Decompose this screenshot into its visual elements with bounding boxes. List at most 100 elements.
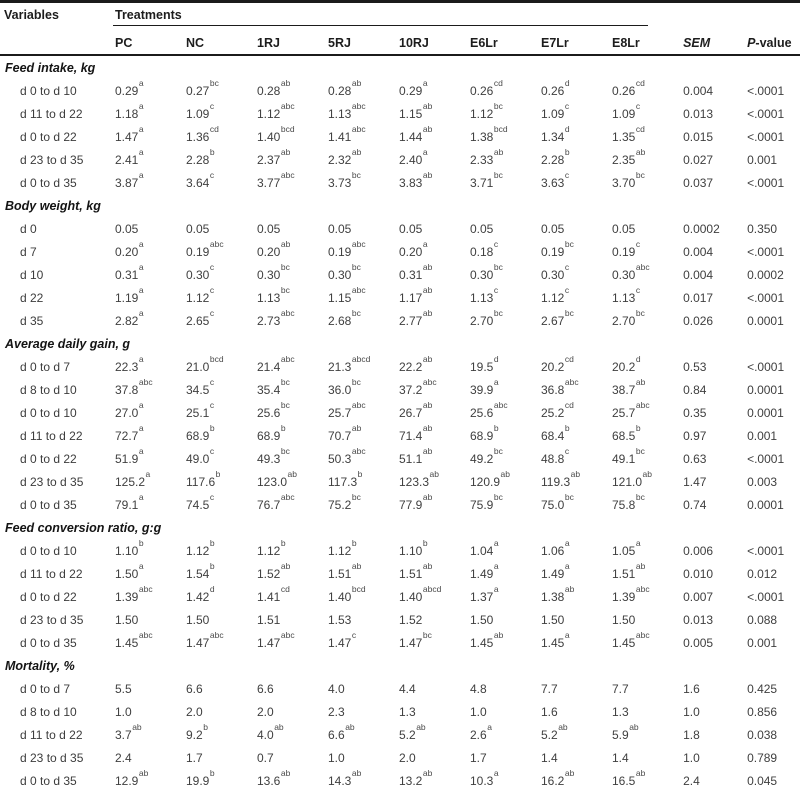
value-cell: 0.28ab xyxy=(328,79,362,98)
value-cell: 2.40a xyxy=(399,148,428,167)
value-cell: 4.8 xyxy=(470,681,487,696)
value-cell: 117.3b xyxy=(328,470,363,489)
value-cell: 1.51ab xyxy=(399,562,433,581)
value-cell: 0.30abc xyxy=(612,263,650,282)
section-row: Feed conversion ratio, g:g xyxy=(0,516,800,539)
value-cell: 5.2ab xyxy=(399,723,426,742)
sem-cell: 0.013 xyxy=(683,106,714,121)
value-cell: 125.2a xyxy=(115,470,151,489)
row-label: d 0 to d 22 xyxy=(20,129,77,144)
value-cell: 35.4bc xyxy=(257,378,290,397)
value-cell: 1.41cd xyxy=(257,585,290,604)
pvalue-cell: 0.012 xyxy=(747,566,778,581)
sem-cell: 0.74 xyxy=(683,497,707,512)
table-row: d 0 to d 22 51.9a 49.0c 49.3bc 50.3abc 51.1ab… xyxy=(0,447,800,470)
row-label: d 22 xyxy=(20,290,44,305)
row-label: d 11 to d 22 xyxy=(20,106,83,121)
value-cell: 68.9b xyxy=(257,424,286,443)
value-cell: 2.82a xyxy=(115,309,144,328)
table-row: d 8 to d 10 37.8abc 34.5c 35.4bc 36.0bc 37.2a… xyxy=(0,378,800,401)
table-row: d 11 to d 22 3.7ab 9.2b 4.0ab 6.6ab 5.2ab 2.6a… xyxy=(0,723,800,746)
row-label: d 7 xyxy=(20,244,37,259)
sem-cell: 0.005 xyxy=(683,635,714,650)
pvalue-cell: <.0001 xyxy=(747,175,785,190)
row-label: d 23 to d 35 xyxy=(20,474,84,489)
value-cell: 3.83ab xyxy=(399,171,433,190)
sem-cell: 0.017 xyxy=(683,290,714,305)
row-label: d 0 to d 10 xyxy=(20,405,77,420)
value-cell: 1.51ab xyxy=(612,562,646,581)
section-row: Average daily gain, g xyxy=(0,332,800,355)
value-cell: 38.7ab xyxy=(612,378,646,397)
value-cell: 121.0ab xyxy=(612,470,652,489)
value-cell: 72.7a xyxy=(115,424,144,443)
value-cell: 0.05 xyxy=(541,221,565,236)
value-cell: 1.50 xyxy=(115,612,139,627)
sem-cell: 2.4 xyxy=(683,773,700,788)
column-header-e8lr: E8Lr xyxy=(610,32,682,56)
row-label: d 23 to d 35 xyxy=(20,612,84,627)
value-cell: 3.64c xyxy=(186,171,215,190)
value-cell: 1.17ab xyxy=(399,286,433,305)
value-cell: 48.8c xyxy=(541,447,570,466)
value-cell: 25.6bc xyxy=(257,401,290,420)
value-cell: 75.9bc xyxy=(470,493,503,512)
value-cell: 13.6ab xyxy=(257,769,291,788)
pvalue-cell: 0.001 xyxy=(747,152,778,167)
value-cell: 1.12c xyxy=(541,286,570,305)
value-cell: 1.40bcd xyxy=(328,585,366,604)
row-label: d 0 to d 7 xyxy=(20,359,71,374)
table-row: d 10 0.31a 0.30c 0.30bc 0.30bc 0.31ab 0.30bc 0.… xyxy=(0,263,800,286)
sem-cell: 1.8 xyxy=(683,727,700,742)
value-cell: 0.19bc xyxy=(541,240,574,259)
table-body: Feed intake, kg d 0 to d 10 0.29a 0.27bc 0.2… xyxy=(0,55,800,790)
value-cell: 19.5d xyxy=(470,355,499,374)
value-cell: 0.31ab xyxy=(399,263,433,282)
sem-cell: 0.010 xyxy=(683,566,714,581)
value-cell: 49.0c xyxy=(186,447,215,466)
value-cell: 1.12c xyxy=(186,286,215,305)
value-cell: 1.0 xyxy=(115,704,132,719)
value-cell: 25.1c xyxy=(186,401,215,420)
value-cell: 1.35cd xyxy=(612,125,645,144)
pvalue-cell: 0.425 xyxy=(747,681,778,696)
row-label: d 11 to d 22 xyxy=(20,727,83,742)
value-cell: 0.05 xyxy=(257,221,281,236)
value-cell: 1.13c xyxy=(612,286,641,305)
pvalue-cell: 0.0001 xyxy=(747,382,784,397)
table-row: d 23 to d 35 2.41a 2.28b 2.37ab 2.32ab 2.40a 2… xyxy=(0,148,800,171)
table-row: d 0 to d 10 27.0a 25.1c 25.6bc 25.7abc 26.7ab… xyxy=(0,401,800,424)
column-header-pvalue: P-value xyxy=(745,32,800,56)
value-cell: 1.40bcd xyxy=(257,125,295,144)
value-cell: 3.71bc xyxy=(470,171,503,190)
value-cell: 0.29a xyxy=(115,79,144,98)
pvalue-cell: 0.038 xyxy=(747,727,778,742)
value-cell: 36.8abc xyxy=(541,378,579,397)
value-cell: 49.2bc xyxy=(470,447,503,466)
value-cell: 21.4abc xyxy=(257,355,295,374)
value-cell: 2.28b xyxy=(541,148,570,167)
value-cell: 21.3abcd xyxy=(328,355,371,374)
value-cell: 1.51 xyxy=(257,612,281,627)
value-cell: 1.50 xyxy=(470,612,494,627)
value-cell: 4.0 xyxy=(328,681,345,696)
pvalue-cell: <.0001 xyxy=(747,129,785,144)
value-cell: 7.7 xyxy=(541,681,558,696)
value-cell: 119.3ab xyxy=(541,470,581,489)
value-cell: 0.20a xyxy=(115,240,144,259)
value-cell: 1.06a xyxy=(541,539,570,558)
value-cell: 10.3a xyxy=(470,769,499,788)
value-cell: 2.0 xyxy=(257,704,274,719)
value-cell: 0.05 xyxy=(470,221,494,236)
value-cell: 1.4 xyxy=(612,750,629,765)
sem-cell: 0.015 xyxy=(683,129,714,144)
table-row: d 11 to d 22 72.7a 68.9b 68.9b 70.7ab 71.4ab 6… xyxy=(0,424,800,447)
row-label: d 0 to d 22 xyxy=(20,589,77,604)
value-cell: 0.05 xyxy=(186,221,210,236)
value-cell: 3.77abc xyxy=(257,171,295,190)
value-cell: 20.2d xyxy=(612,355,641,374)
value-cell: 1.50 xyxy=(186,612,210,627)
section-title: Feed intake, kg xyxy=(5,60,96,75)
pvalue-cell: 0.350 xyxy=(747,221,778,236)
value-cell: 5.2ab xyxy=(541,723,568,742)
